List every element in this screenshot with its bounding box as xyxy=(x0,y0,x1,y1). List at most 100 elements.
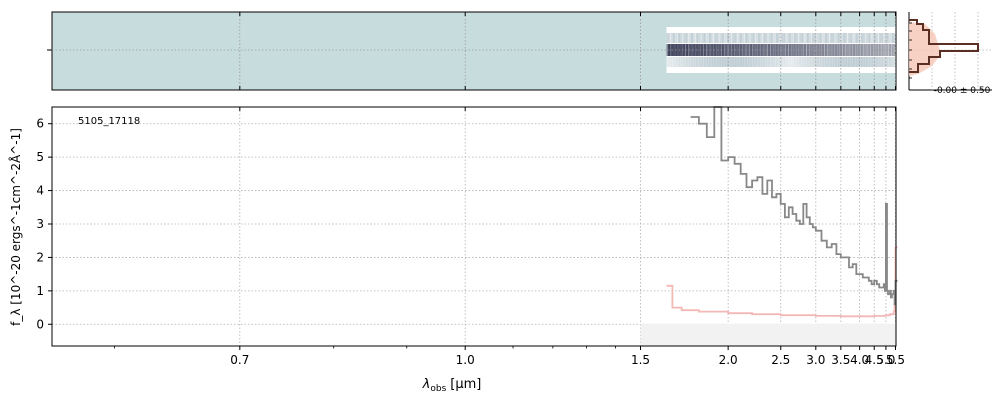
spectrum-2d-column xyxy=(866,44,869,56)
spectrum-2d-column xyxy=(684,33,687,43)
spectrum-2d-column xyxy=(780,33,784,43)
y-tick-label: 2 xyxy=(36,250,44,264)
spectrum-2d-column xyxy=(769,57,772,67)
spectrum-2d-column xyxy=(859,57,862,67)
spectrum-2d-column xyxy=(712,44,715,56)
spectrum-2d-column xyxy=(795,44,798,56)
spectrum-2d-column xyxy=(831,57,834,67)
spectrum-2d-column xyxy=(771,44,774,56)
spectrum-2d-column xyxy=(731,57,734,67)
spectrum-2d-column xyxy=(666,44,669,56)
spectrum-2d-column xyxy=(826,44,829,56)
spectrum-2d-column xyxy=(777,44,780,56)
spectrum-2d-column xyxy=(803,57,806,67)
spectrum-2d-column xyxy=(836,33,839,43)
spectrum-2d-column xyxy=(687,57,690,67)
profile-fill xyxy=(909,22,940,76)
x-tick-label: 2.0 xyxy=(719,353,738,367)
spectrum-2d-column xyxy=(843,33,846,43)
spectrum-2d-column xyxy=(854,44,857,56)
spectrum-2d-column xyxy=(689,33,692,43)
spectrum-2d-column xyxy=(815,33,818,43)
background-band-rect xyxy=(640,323,896,346)
spectrum-2d-column xyxy=(695,57,698,67)
y-tick-label: 3 xyxy=(36,217,44,231)
spectrum-2d-column xyxy=(767,44,770,56)
spectrum-2d-column xyxy=(736,44,739,56)
x-tick-label: 5.5 xyxy=(886,353,905,367)
spectrum-2d-column xyxy=(887,33,890,43)
spectrum-2d-column xyxy=(857,33,860,43)
spectrum-2d-column xyxy=(668,33,671,43)
spectrum-2d-column xyxy=(834,33,837,43)
spectrum-2d-column xyxy=(851,33,854,43)
spectrum-2d-column xyxy=(700,33,703,43)
x-axis-label: λobs [μm] xyxy=(422,377,482,394)
x-tick-label: 4.0 xyxy=(850,353,869,367)
spectrum-2d-column xyxy=(666,33,669,43)
spectrum-2d-column xyxy=(723,33,726,43)
spectrum-2d-column xyxy=(816,33,819,43)
spectrum-2d-column xyxy=(797,33,800,43)
spectrum-2d-column xyxy=(730,33,733,43)
spectrum-2d-column xyxy=(679,44,682,56)
spectrum-2d-column xyxy=(704,33,707,43)
spectrum-2d-column xyxy=(741,57,744,67)
spectrum-2d-column xyxy=(861,44,864,56)
spectrum-2d-column xyxy=(821,57,824,67)
profile-content xyxy=(908,12,992,91)
spectrum-2d-column xyxy=(740,57,743,67)
spectrum-2d-column xyxy=(771,33,774,43)
spectrum-2d-column xyxy=(754,57,757,67)
spectrum-2d-column xyxy=(766,33,769,43)
object-label: 5105_17118 xyxy=(78,116,140,127)
spectrum-2d-column xyxy=(864,57,867,67)
spectrum-2d-column xyxy=(862,44,865,56)
spectrum-2d-column xyxy=(746,57,749,67)
spectrum-2d-column xyxy=(671,57,674,67)
spectrum-2d-column xyxy=(867,33,870,43)
x-axis-label-main: λ xyxy=(422,377,431,392)
spectrum-2d-column xyxy=(887,57,890,67)
spectrum-2d-column xyxy=(861,57,864,67)
spectrum-2d-column xyxy=(686,57,689,67)
spectrum-2d-column xyxy=(875,57,878,67)
x-tick-label: 3.5 xyxy=(831,353,850,367)
spectrum-2d-column xyxy=(725,33,728,43)
spectrum-2d-column xyxy=(864,33,867,43)
spectrum-2d-column xyxy=(766,57,769,67)
spectrum-2d-column xyxy=(795,33,798,43)
x-axis-label-unit: [μm] xyxy=(450,377,481,392)
spectrum-2d-column xyxy=(785,44,788,56)
spectrum-2d-column xyxy=(880,33,883,43)
spectrum-2d-column xyxy=(851,44,854,56)
spectrum-2d-column xyxy=(821,33,824,43)
spectrum-2d-column xyxy=(852,57,855,67)
spectrum-2d-column xyxy=(838,57,841,67)
spectrum-2d-column xyxy=(666,57,669,67)
spectrum-2d-column xyxy=(785,33,788,43)
spectrum-2d-column xyxy=(841,33,844,43)
spectrum-2d-column xyxy=(713,57,716,67)
spectrum-2d-column xyxy=(792,33,795,43)
spectrum-2d-column xyxy=(857,57,860,67)
spectrum-2d-column xyxy=(849,57,852,67)
spectrum-2d-column xyxy=(844,57,847,67)
x-ticks: 0.7 1.0 1.5 2.0 2.5 3.0 3.5 4.04.55.05.5 xyxy=(114,107,905,367)
spectrum-2d-column xyxy=(803,33,806,43)
y-tick-label: 1 xyxy=(36,284,44,298)
spectrum-2d-column xyxy=(828,57,831,67)
spectrum-2d-column xyxy=(813,33,816,43)
spectrum-2d-column xyxy=(833,33,836,43)
y-ticks: 0 1 2 3 4 5 6 xyxy=(36,117,52,331)
spectrum-2d-column xyxy=(691,33,694,43)
spectrum-2d-column xyxy=(794,33,797,43)
spectrum-2d-column xyxy=(784,33,787,43)
spectrum-2d-column xyxy=(784,57,787,67)
spectrum-2d-column xyxy=(684,44,687,56)
spectrum-2d-column xyxy=(722,57,725,67)
spectrum-2d-column xyxy=(689,57,692,67)
spectrum-2d-column xyxy=(686,33,689,43)
spectrum-panel: 0.7 1.0 1.5 2.0 2.5 3.0 3.5 4.04.55.05.5 0 1 2 3 4 5… xyxy=(8,106,905,394)
